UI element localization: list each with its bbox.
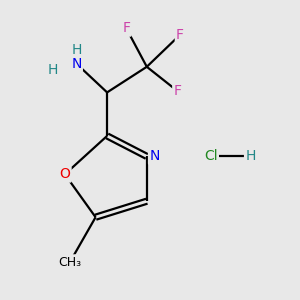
Text: H: H [47, 63, 58, 77]
Text: Cl: Cl [204, 149, 218, 164]
Text: H: H [71, 43, 82, 56]
Text: N: N [149, 149, 160, 164]
Text: O: O [59, 167, 70, 181]
Text: CH₃: CH₃ [58, 256, 82, 268]
Text: F: F [122, 21, 130, 35]
Text: F: F [173, 84, 181, 98]
Text: H: H [245, 149, 256, 164]
Text: F: F [176, 28, 184, 42]
Text: N: N [71, 57, 82, 70]
